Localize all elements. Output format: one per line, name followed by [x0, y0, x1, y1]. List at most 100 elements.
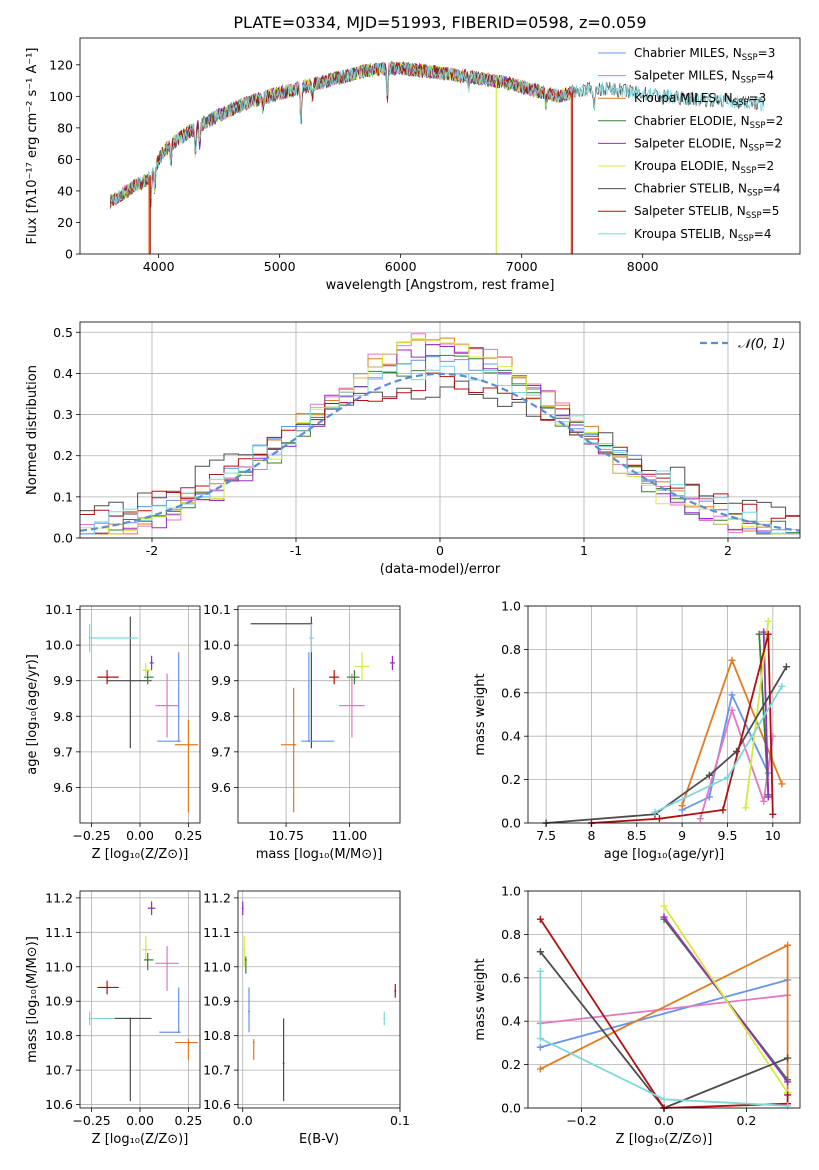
- y-tick-label: 10.1: [203, 602, 231, 617]
- y-tick-label: 10.0: [45, 638, 73, 653]
- spectrum-series-kS: [110, 61, 765, 206]
- histogram-cE: [80, 354, 800, 535]
- legend-entry: Salpeter ELODIE, NSSP=2: [634, 136, 782, 153]
- point-cM: [177, 1031, 180, 1034]
- weight-marker-cS: [705, 771, 713, 779]
- x-tick-label: 10.75: [268, 828, 304, 843]
- panel-mass-weight-vs-Z: −0.2 0.0 0.2 0.0 0.2 0.4 0.6 0.8 1.0 Z [log₁₀(Z/Z…: [473, 884, 801, 1147]
- histogram-sE: [80, 344, 800, 535]
- y-tick-label: 9.9: [211, 673, 231, 688]
- weight-marker-kE: [764, 617, 772, 625]
- panel-age-vs-Z: −0.25 0.00 0.25 9.6 9.7 9.8 9.9 10.0 10.1 Z [log₁…: [25, 602, 202, 862]
- y-tick-label: 100: [49, 89, 73, 104]
- point-sS: [333, 676, 336, 679]
- point-kS: [88, 637, 91, 640]
- weight-series-sS: [539, 918, 789, 1109]
- x-tick-label: 9: [678, 828, 686, 843]
- weight-marker-cS: [536, 948, 544, 956]
- y-tick-label: 10.8: [45, 1028, 73, 1043]
- y-tick-label: 9.6: [53, 780, 73, 795]
- point-cM: [248, 1010, 251, 1013]
- histogram-cS: [80, 380, 800, 517]
- y-tick-label: 9.7: [211, 744, 231, 759]
- legend-entry: Kroupa STELIB, NSSP=4: [634, 227, 772, 244]
- point-kE: [144, 669, 147, 672]
- y-tick-label: 11.0: [203, 959, 231, 974]
- plot-area-age-vs-Z: [88, 616, 199, 813]
- weight-marker-sS: [764, 630, 772, 638]
- x-tick-label: 0: [436, 543, 444, 558]
- point-cM: [307, 740, 310, 743]
- y-tick-label: 0.2: [501, 772, 521, 787]
- x-axis-label: E(B-V): [299, 1132, 339, 1147]
- x-tick-label: 0.00: [126, 828, 154, 843]
- plot-area-mass-weight-vs-Z: [536, 902, 792, 1112]
- weight-marker-sE: [760, 628, 768, 636]
- weight-marker-sM: [760, 797, 768, 805]
- x-tick-label: 7000: [506, 259, 538, 274]
- y-tick-label: 40: [57, 183, 73, 198]
- y-axis-label: mass [log₁₀(M/M⊙)]: [25, 936, 40, 1063]
- y-tick-label: 10.1: [45, 602, 73, 617]
- histogram-cM: [80, 356, 800, 535]
- point-sE: [391, 661, 394, 664]
- y-tick-label: 11.1: [203, 925, 231, 940]
- point-kE: [361, 665, 364, 668]
- legend-entry: Kroupa ELODIE, NSSP=2: [634, 159, 774, 176]
- x-tick-label: 10: [765, 828, 781, 843]
- panel-mass-vs-Z: −0.25 0.00 0.25 10.6 10.7 10.8 10.9 11.0 11.1 11.…: [25, 890, 202, 1147]
- y-tick-label: 0.2: [501, 1057, 521, 1072]
- x-tick-label: 8.5: [627, 828, 647, 843]
- point-kM: [252, 1041, 255, 1044]
- panel-mass-weight-vs-age: 7.5 8 8.5 9 9.5 10 0.0 0.2 0.4 0.6 0.8 1.0 age [log₁…: [473, 599, 801, 862]
- legend-entry: Kroupa MILES, NSSP=3: [634, 91, 766, 108]
- x-tick-label: 11.00: [331, 828, 367, 843]
- y-tick-label: 9.8: [211, 709, 231, 724]
- point-cM: [177, 740, 180, 743]
- weight-marker-kM: [728, 656, 736, 664]
- x-tick-label: 8000: [627, 259, 659, 274]
- y-tick-label: 0.4: [501, 1014, 521, 1029]
- y-tick-label: 120: [49, 57, 73, 72]
- point-sE: [150, 661, 153, 664]
- point-sE: [150, 907, 153, 910]
- figure-title: PLATE=0334, MJD=51993, FIBERID=0598, z=0…: [233, 13, 646, 32]
- axes-frame: [79, 37, 801, 255]
- weight-series-kE: [663, 905, 789, 1094]
- point-cE: [244, 958, 247, 961]
- weight-marker-cS: [782, 663, 790, 671]
- weight-marker-sE: [784, 1078, 792, 1086]
- point-cS: [129, 679, 132, 682]
- point-kS: [88, 1017, 91, 1020]
- plot-area-age-vs-mass: [250, 616, 395, 813]
- x-tick-label: 9.5: [718, 828, 738, 843]
- weight-marker-sE: [660, 913, 668, 921]
- weight-marker-kM: [678, 802, 686, 810]
- y-tick-label: 1.0: [501, 884, 521, 899]
- weight-marker-cM: [536, 1043, 544, 1051]
- weight-marker-cS: [784, 1054, 792, 1062]
- y-axis-label: Flux [fλ10⁻¹⁷ erg cm⁻² s⁻¹ A⁻¹]: [25, 48, 40, 245]
- x-axis-label: Z [log₁₀(Z/Z⊙)]: [92, 1132, 189, 1147]
- point-cS: [129, 1017, 132, 1020]
- y-tick-label: 10.8: [203, 1028, 231, 1043]
- legend: Chabrier MILES, NSSP=3 Salpeter MILES, NS…: [598, 46, 783, 244]
- point-cE: [353, 676, 356, 679]
- x-tick-label: −0.2: [566, 1113, 596, 1128]
- x-tick-label: 2: [724, 543, 732, 558]
- legend-entry: Chabrier MILES, NSSP=3: [634, 46, 775, 63]
- x-tick-label: 0.0: [233, 1113, 253, 1128]
- y-tick-label: 60: [57, 152, 73, 167]
- weight-marker-sM: [728, 706, 736, 714]
- x-tick-label: -2: [146, 543, 158, 558]
- x-axis-label: wavelength [Angstrom, rest frame]: [326, 278, 555, 293]
- weight-marker-kS: [778, 682, 786, 690]
- x-tick-label: 5000: [264, 259, 296, 274]
- weight-marker-kE: [660, 902, 668, 910]
- weight-series-cM: [540, 979, 788, 1049]
- x-tick-label: 8: [587, 828, 595, 843]
- point-kS: [310, 637, 313, 640]
- panel-mass-vs-ebv: 0.0 0.1 10.6 10.7 10.8 10.9 11.0 11.1 11.2 E(B-V): [203, 890, 410, 1147]
- x-tick-label: 0.25: [174, 1113, 202, 1128]
